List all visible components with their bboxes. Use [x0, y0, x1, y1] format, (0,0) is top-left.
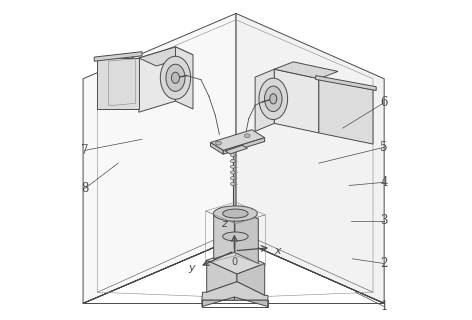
Polygon shape — [211, 142, 223, 154]
Text: 6: 6 — [380, 96, 388, 109]
Polygon shape — [83, 13, 236, 303]
Text: 4: 4 — [380, 176, 388, 189]
Ellipse shape — [230, 159, 235, 163]
Text: 2: 2 — [380, 257, 388, 270]
Ellipse shape — [223, 209, 248, 218]
Polygon shape — [225, 145, 247, 154]
Text: 3: 3 — [380, 214, 388, 227]
Ellipse shape — [171, 72, 179, 84]
Text: 7: 7 — [81, 144, 88, 157]
Ellipse shape — [166, 64, 185, 91]
Polygon shape — [83, 238, 384, 303]
Ellipse shape — [160, 56, 191, 99]
Polygon shape — [139, 47, 176, 112]
Polygon shape — [202, 282, 268, 300]
Polygon shape — [319, 79, 373, 144]
Polygon shape — [235, 208, 258, 264]
Polygon shape — [214, 208, 235, 259]
Ellipse shape — [213, 206, 257, 221]
Ellipse shape — [223, 232, 248, 241]
Polygon shape — [94, 52, 142, 61]
Ellipse shape — [230, 165, 235, 168]
Polygon shape — [237, 264, 265, 295]
Ellipse shape — [244, 134, 250, 138]
Text: 0: 0 — [231, 257, 237, 267]
Ellipse shape — [216, 141, 221, 145]
Ellipse shape — [270, 94, 277, 104]
Polygon shape — [176, 47, 193, 109]
Polygon shape — [316, 76, 376, 91]
Text: 8: 8 — [81, 182, 88, 195]
Ellipse shape — [230, 171, 235, 174]
Text: 5: 5 — [380, 141, 388, 154]
Polygon shape — [255, 69, 274, 131]
Polygon shape — [235, 297, 268, 307]
Text: x: x — [274, 246, 281, 256]
Polygon shape — [207, 260, 237, 292]
Polygon shape — [211, 130, 265, 150]
Polygon shape — [274, 69, 319, 133]
Ellipse shape — [230, 154, 235, 157]
Polygon shape — [207, 250, 265, 274]
Polygon shape — [236, 13, 384, 303]
Polygon shape — [223, 138, 265, 154]
Text: z: z — [221, 220, 227, 229]
Ellipse shape — [230, 177, 235, 180]
Ellipse shape — [259, 78, 287, 120]
Polygon shape — [139, 47, 193, 66]
Ellipse shape — [264, 86, 282, 112]
Polygon shape — [214, 208, 258, 225]
Text: 1: 1 — [380, 300, 388, 313]
Polygon shape — [97, 58, 139, 109]
Polygon shape — [202, 297, 235, 307]
Text: y: y — [188, 263, 194, 273]
Ellipse shape — [230, 182, 235, 186]
Polygon shape — [274, 62, 338, 79]
